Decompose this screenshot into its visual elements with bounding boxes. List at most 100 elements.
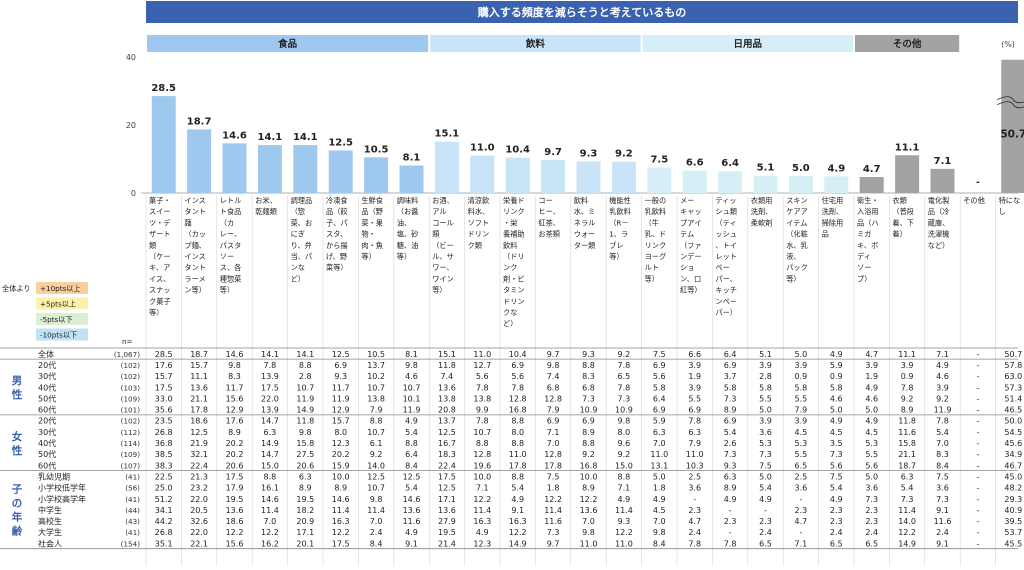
table-cell: 3.6 <box>865 484 878 493</box>
table-cell: 4.9 <box>653 495 666 504</box>
category-label-line: 衛生・ <box>857 196 879 205</box>
table-cell: 11.4 <box>367 506 385 515</box>
category-label-line: 冷凍食 <box>326 196 348 205</box>
table-cell: 6.8 <box>547 383 560 392</box>
category-label-line: パスタ <box>220 241 242 250</box>
category-label-line: 菜・果 <box>361 218 383 227</box>
table-cell: 6.1 <box>370 439 383 448</box>
category-label-line: スタ、 <box>326 230 347 239</box>
table-cell: 13.8 <box>438 394 456 403</box>
table-cell: 5.8 <box>795 383 808 392</box>
table-cell: 11.7 <box>332 383 350 392</box>
bar <box>788 176 813 193</box>
category-label-line: （カ <box>220 218 234 227</box>
table-cell: 5.5 <box>795 450 808 459</box>
table-cell: 3.6 <box>936 484 949 493</box>
row-label: 60代 <box>38 460 56 470</box>
table-cell: 7.1 <box>547 428 560 437</box>
table-cell: - <box>976 495 979 504</box>
table-cell: 13.8 <box>473 394 491 403</box>
category-label-line: 乳、ド <box>645 230 667 239</box>
table-cell: 5.4 <box>511 484 524 493</box>
bar-value-label: 10.4 <box>505 145 530 156</box>
table-cell: 0.9 <box>830 372 843 381</box>
table-cell: 3.9 <box>759 417 772 426</box>
table-cell: 5.6 <box>830 461 843 470</box>
table-cell: 6.9 <box>653 406 666 415</box>
category-label-line: （惣 <box>291 207 305 216</box>
legend-label-1: +5pts以上 <box>40 300 76 309</box>
table-cell: 5.9 <box>830 361 843 370</box>
table-cell: 8.3 <box>936 450 949 459</box>
table-cell: 13.9 <box>261 406 279 415</box>
table-cell: 9.3 <box>334 372 347 381</box>
table-cell: 26.8 <box>155 528 173 537</box>
group-label-0: 食品 <box>277 38 297 50</box>
bar <box>364 157 389 193</box>
category-label-line: 品（ハ <box>857 218 879 227</box>
table-cell: 3.9 <box>865 361 878 370</box>
bar-value-label: 6.6 <box>686 158 704 169</box>
category-label-line: 糖、油 <box>397 241 419 250</box>
table-cell: 50.7 <box>1004 350 1022 359</box>
category-label-line: 乳飲料 <box>609 207 631 216</box>
table-cell: 19.5 <box>226 495 244 504</box>
category-label-line: から揚 <box>326 241 348 250</box>
table-cell: 2.3 <box>795 506 808 515</box>
category-label-line: リンク <box>503 207 525 216</box>
row-n: (109) <box>121 450 141 459</box>
table-cell: 35.6 <box>155 406 173 415</box>
table-cell: 14.9 <box>509 539 527 548</box>
table-cell: 6.3 <box>901 472 914 481</box>
table-cell: 5.4 <box>936 428 949 437</box>
category-label-line: ヒー、 <box>538 207 560 216</box>
category-label-line: ッシュ <box>715 230 737 239</box>
table-cell: 34.9 <box>1004 450 1022 459</box>
category-label-line: コール <box>432 218 454 227</box>
table-cell: 16.8 <box>509 406 527 415</box>
category-label-line: ソー <box>857 263 871 272</box>
category-label-line: 剤・ビ <box>503 274 525 283</box>
bar <box>399 165 424 193</box>
category-label-line: ソー <box>220 252 234 261</box>
table-cell: 8.4 <box>405 461 418 470</box>
table-cell: 11.4 <box>332 506 350 515</box>
table-cell: 4.9 <box>830 495 843 504</box>
table-cell: 4.7 <box>688 517 701 526</box>
table-cell: 7.0 <box>582 517 595 526</box>
bar <box>718 171 743 193</box>
category-label-line: 等） <box>645 274 659 283</box>
category-label-line: 液、 <box>786 252 800 261</box>
category-label-line: （ティ <box>715 218 736 227</box>
table-cell: 16.1 <box>261 484 279 493</box>
table-cell: 11.6 <box>544 517 562 526</box>
row-n: (114) <box>121 439 141 448</box>
table-cell: 19.5 <box>438 528 456 537</box>
table-cell: 3.5 <box>830 439 843 448</box>
table-cell: 16.3 <box>332 517 350 526</box>
table-cell: 8.8 <box>511 439 524 448</box>
category-label-line: （R－ <box>609 218 628 227</box>
bar-value-label: 10.5 <box>364 144 389 155</box>
table-cell: 4.9 <box>759 495 772 504</box>
table-cell: 6.5 <box>830 539 843 548</box>
table-cell: 15.7 <box>190 361 208 370</box>
category-label-line: 菜、お <box>291 218 313 227</box>
category-label-line: ルト <box>645 263 659 272</box>
table-cell: 2.3 <box>830 517 843 526</box>
table-cell: 4.9 <box>405 528 418 537</box>
table-cell: 4.7 <box>865 350 878 359</box>
row-n: (107) <box>121 461 141 470</box>
table-cell: 10.7 <box>296 383 314 392</box>
table-cell: 12.5 <box>438 484 456 493</box>
category-label-line: 品（餃 <box>326 207 348 216</box>
table-cell: 14.6 <box>261 495 279 504</box>
table-cell: 45.5 <box>1004 539 1022 548</box>
table-cell: 5.0 <box>759 406 772 415</box>
table-cell: 9.1 <box>405 539 418 548</box>
category-label-line: ドリン <box>468 230 490 239</box>
table-cell: 7.3 <box>830 450 843 459</box>
table-cell: 9.2 <box>582 450 595 459</box>
table-cell: 13.6 <box>190 383 208 392</box>
